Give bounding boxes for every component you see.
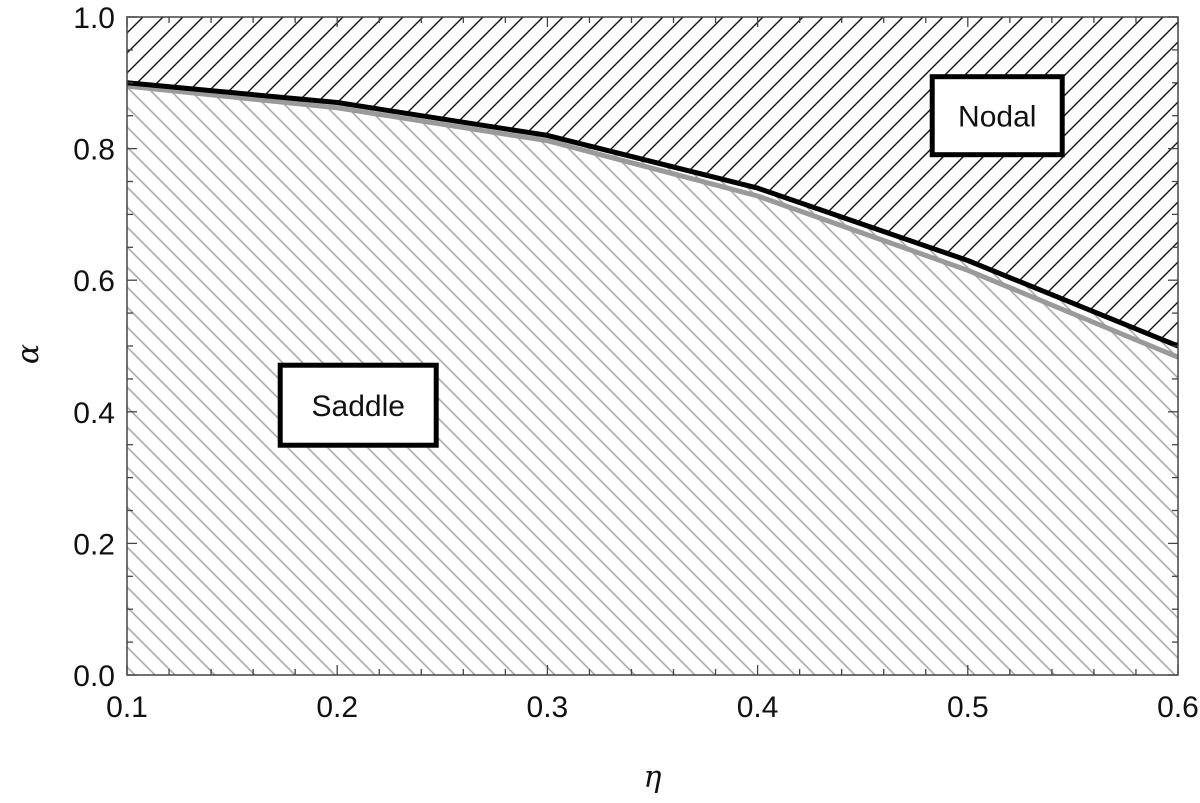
nodal-annotation: Nodal: [929, 74, 1065, 158]
y-tick-label: 0.6: [73, 265, 115, 298]
x-axis-label: η: [644, 760, 662, 795]
boundary-curve-black: [126, 80, 1179, 349]
ticks-layer: [126, 16, 1179, 676]
y-axis-label: α: [11, 344, 46, 364]
y-tick-label: 0.0: [73, 660, 115, 693]
x-tick-label: 0.5: [947, 691, 989, 724]
saddle-region: [127, 82, 1178, 675]
x-tick-label: 0.4: [737, 691, 779, 724]
x-tick-label: 0.6: [1157, 691, 1199, 724]
x-tick-label: 0.3: [527, 691, 569, 724]
nodal-label: Nodal: [958, 101, 1036, 134]
y-tick-label: 0.2: [73, 528, 115, 561]
boundary-curve-grey: [126, 83, 1179, 360]
tick-labels-layer: 0.1 0.2 0.3 0.4 0.5 0.6 0.0 0.2 0.4 0.6 0.8 1.0: [73, 2, 1199, 724]
x-tick-label: 0.2: [316, 691, 358, 724]
y-tick-label: 0.4: [73, 397, 115, 430]
saddle-annotation: Saddle: [277, 362, 439, 448]
x-tick-label: 0.1: [106, 691, 148, 724]
saddle-label: Saddle: [312, 390, 405, 423]
nodal-region: [127, 17, 1178, 346]
y-tick-label: 1.0: [73, 2, 115, 35]
y-tick-label: 0.8: [73, 134, 115, 167]
series-layer: [126, 80, 1179, 360]
